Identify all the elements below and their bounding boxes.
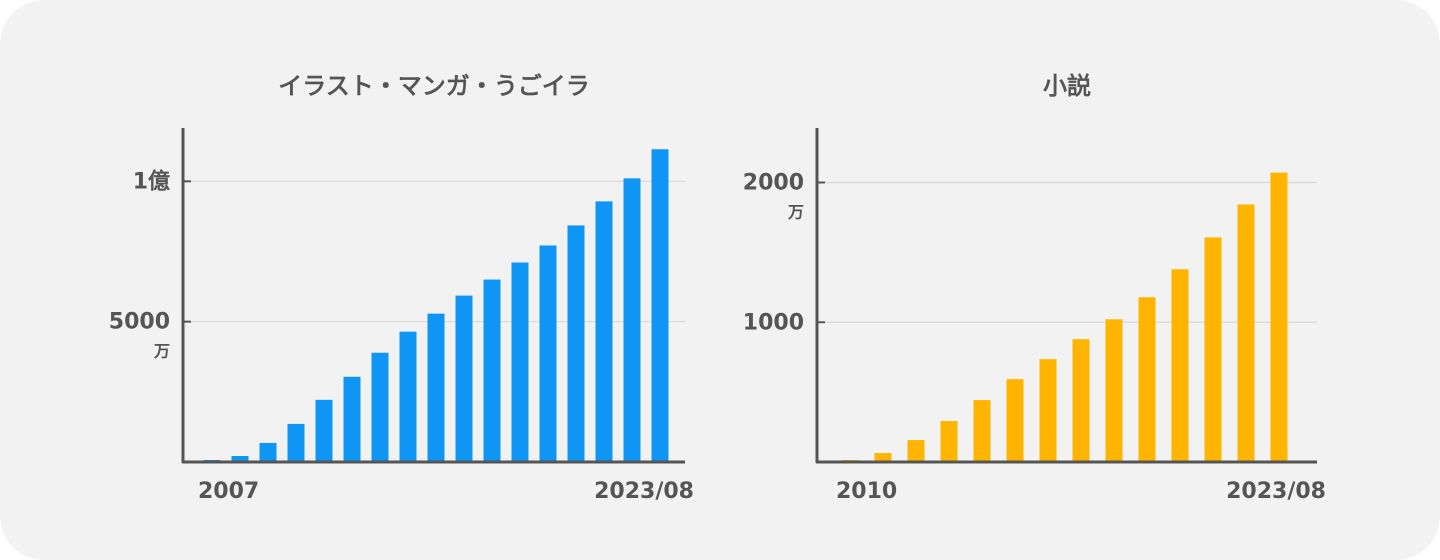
x-tick-label: 2010	[836, 479, 897, 504]
x-tick-label: 2023/08	[1226, 479, 1326, 504]
y-tick-label: 5000 万	[109, 310, 170, 361]
bar	[973, 400, 991, 462]
bar	[1204, 237, 1222, 462]
bar	[539, 245, 557, 462]
bar	[595, 201, 613, 462]
chart-title: イラスト・マンガ・うごイラ	[278, 72, 590, 100]
bar	[874, 453, 892, 462]
x-tick-label: 2023/08	[594, 479, 694, 504]
bar	[259, 442, 277, 462]
bar	[287, 423, 305, 462]
bar	[940, 421, 958, 462]
y-tick-label: 1000	[743, 310, 804, 335]
bar	[1138, 297, 1156, 462]
bar	[1237, 204, 1255, 462]
bar	[1006, 379, 1024, 462]
bar	[371, 352, 389, 462]
y-tick-label: 1億	[133, 168, 170, 194]
bar	[1039, 359, 1057, 462]
bar	[399, 331, 417, 462]
chart-title: 小説	[1043, 72, 1091, 100]
y-tick-label: 2000 万	[743, 171, 804, 222]
bar	[231, 455, 249, 462]
bar	[315, 399, 333, 462]
bar	[567, 225, 585, 462]
x-tick-label: 2007	[198, 479, 259, 504]
bar	[651, 149, 669, 462]
bar	[1171, 269, 1189, 462]
bar	[1270, 172, 1288, 463]
bar	[511, 262, 529, 462]
bar	[483, 279, 501, 462]
bar	[455, 295, 473, 462]
bar	[427, 313, 445, 462]
bar	[907, 440, 925, 462]
bar	[1105, 319, 1123, 462]
bar	[623, 178, 641, 463]
bar	[1072, 339, 1090, 462]
bar	[343, 376, 361, 462]
